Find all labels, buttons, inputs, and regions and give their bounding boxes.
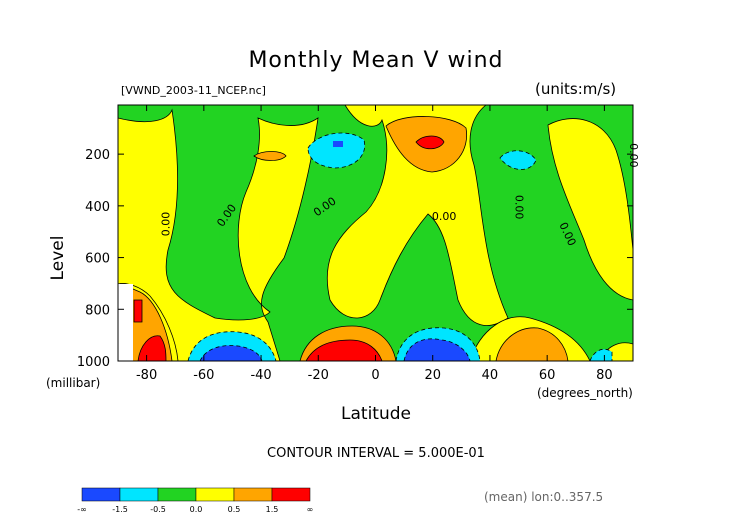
- orange-upper-west: [253, 151, 287, 161]
- contour-value-label: 0.00: [627, 143, 640, 168]
- chart-title: Monthly Mean V wind: [248, 48, 504, 73]
- y-tick-label: 200: [85, 148, 110, 163]
- x-tick-label: 20: [424, 368, 441, 383]
- x-tick-label: 0: [371, 368, 379, 383]
- below-ground-patch: [118, 284, 133, 361]
- blue-lower-south: [199, 345, 263, 361]
- colorbar-swatch: [195, 487, 235, 502]
- source-file-label: [VWND_2003-11_NCEP.nc]: [121, 84, 266, 97]
- colorbar-label: -∞: [77, 505, 87, 514]
- colorbar-swatch: [271, 487, 311, 502]
- units-label: (units:m/s): [535, 80, 617, 98]
- x-axis-unit: (degrees_north): [537, 386, 633, 400]
- mean-note: (mean) lon:0..357.5: [484, 490, 604, 504]
- red-lower-mid-south: [305, 339, 383, 361]
- colorbar-label: -0.5: [150, 505, 166, 514]
- colorbar-swatch: [81, 487, 121, 502]
- blue-lower-north: [403, 338, 471, 361]
- x-tick-label: 80: [596, 368, 613, 383]
- contour-value-label: 0.00: [160, 212, 173, 237]
- x-tick-label: -40: [250, 368, 271, 383]
- positive-region-east: [547, 118, 633, 301]
- x-tick-label: -80: [136, 368, 157, 383]
- colorbar: -∞ -1.5 -0.5 0.0 0.5 1.5 ∞: [77, 487, 314, 514]
- red-upper-center: [415, 135, 445, 150]
- orange-lower-north: [495, 327, 569, 361]
- contour-value-label: 0.00: [432, 210, 457, 223]
- blue-upper-west: [333, 141, 343, 147]
- y-tick-label: 800: [85, 303, 110, 318]
- y-tick-label: 1000: [77, 355, 110, 370]
- colorbar-label: -1.5: [112, 505, 128, 514]
- cyan-upper-west: [307, 132, 366, 169]
- x-tick-label: 60: [539, 368, 556, 383]
- red-lower-south-b: [137, 335, 167, 361]
- colorbar-label: 0.5: [228, 505, 241, 514]
- axis-ticks: -80 -60 -40 -20 0 20 40 60 80 200 400 600 800 1000: [77, 105, 633, 383]
- cyan-upper-east: [499, 150, 537, 170]
- colorbar-swatch: [119, 487, 159, 502]
- y-axis-unit: (millibar): [46, 376, 101, 390]
- x-axis-label: Latitude: [341, 404, 411, 424]
- colorbar-swatch: [233, 487, 273, 502]
- contour-value-label: 0.00: [513, 195, 526, 220]
- contour-interval-note: CONTOUR INTERVAL = 5.000E-01: [267, 446, 485, 461]
- colorbar-label: ∞: [307, 505, 314, 514]
- positive-region-center: [326, 105, 509, 326]
- colorbar-swatch: [157, 487, 197, 502]
- x-tick-label: -20: [308, 368, 329, 383]
- colorbar-label: 0.0: [190, 505, 203, 514]
- x-tick-label: -60: [193, 368, 214, 383]
- y-tick-label: 400: [85, 200, 110, 215]
- positive-region-west: [118, 105, 319, 361]
- cyan-lower-far-north: [589, 348, 613, 361]
- y-tick-label: 600: [85, 252, 110, 267]
- colorbar-label: 1.5: [266, 505, 279, 514]
- contour-fill: [118, 105, 633, 361]
- red-lower-south-a: [133, 299, 143, 323]
- x-tick-label: 40: [482, 368, 499, 383]
